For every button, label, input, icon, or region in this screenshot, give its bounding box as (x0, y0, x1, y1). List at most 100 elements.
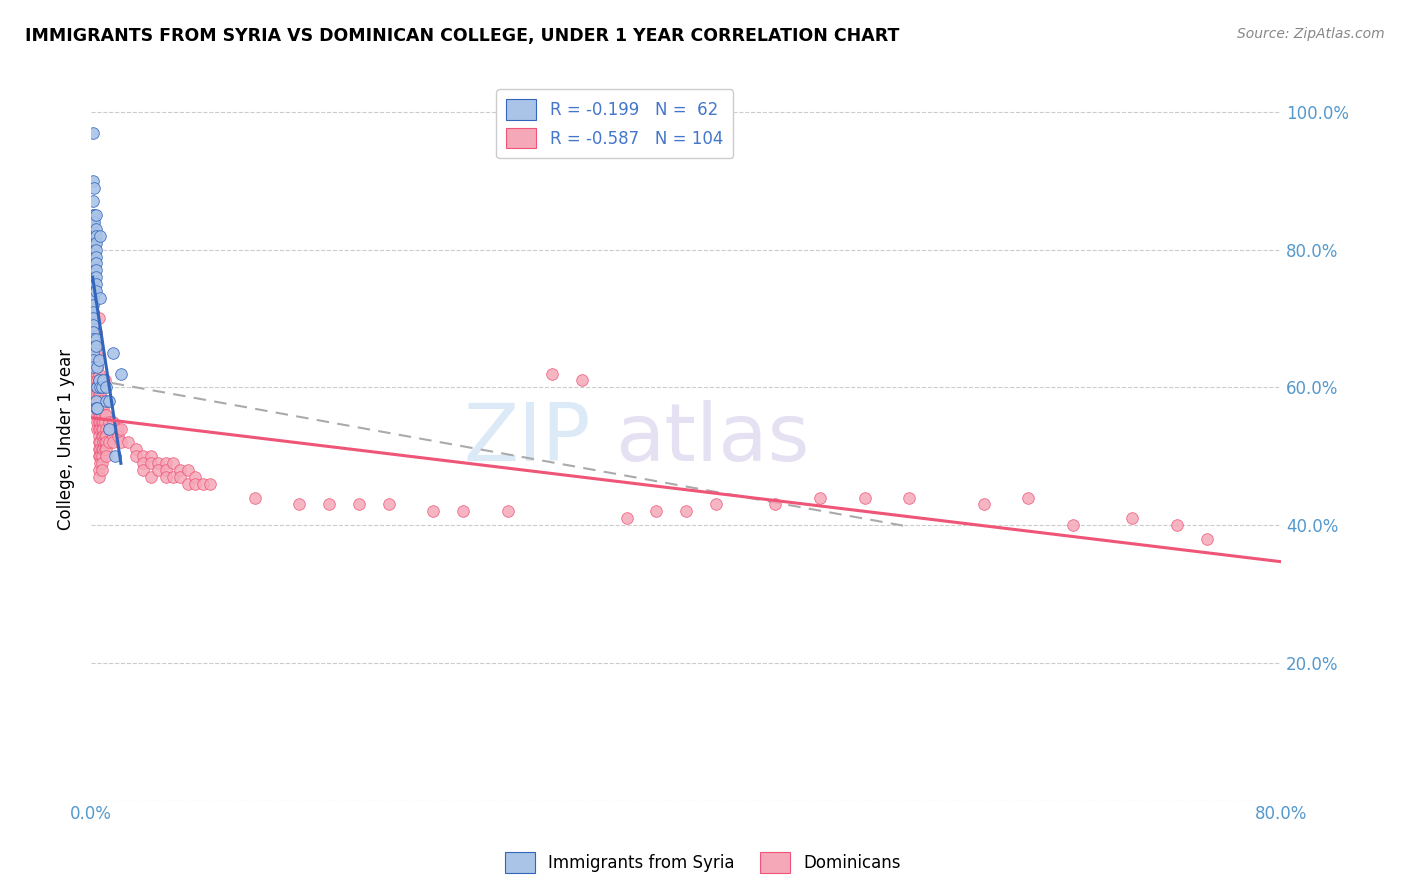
Point (125, 442, 148, 457)
Point (93, 435, 115, 450)
Point (94, 422, 117, 436)
Point (571, 374, 593, 388)
Point (86, 422, 108, 436)
Point (973, 498, 995, 512)
Point (616, 511, 638, 525)
Point (87, 415, 110, 429)
Point (83, 359, 105, 374)
Point (184, 476, 207, 491)
Point (496, 504, 519, 518)
Point (645, 504, 668, 518)
Point (86, 394, 108, 409)
Point (84, 387, 107, 401)
Point (86, 408, 108, 422)
Point (89, 449, 111, 463)
Point (82, 311, 104, 326)
Point (83, 367, 105, 381)
Point (87, 394, 110, 409)
Point (94, 449, 117, 463)
Text: ZIP: ZIP (464, 400, 591, 478)
Point (82, 359, 104, 374)
Point (86, 401, 108, 415)
Point (82, 304, 104, 318)
Point (82, 256, 104, 270)
Point (139, 470, 162, 484)
Point (84, 352, 107, 367)
Point (82, 174, 104, 188)
Point (1121, 511, 1143, 525)
Point (132, 463, 155, 477)
Point (541, 367, 564, 381)
Point (84, 380, 107, 394)
Point (110, 422, 132, 436)
Point (84, 332, 107, 346)
Point (125, 449, 148, 463)
Point (87, 374, 110, 388)
Point (162, 470, 184, 484)
Point (84, 284, 107, 298)
Point (451, 504, 474, 518)
Point (155, 456, 177, 470)
Point (198, 476, 221, 491)
Point (84, 270, 107, 285)
Point (84, 235, 107, 250)
Point (89, 228, 111, 243)
Point (86, 380, 108, 394)
Point (83, 326, 105, 340)
Point (704, 498, 727, 512)
Point (139, 449, 162, 463)
Point (107, 428, 129, 442)
Point (91, 374, 114, 388)
Point (191, 476, 214, 491)
Point (87, 367, 110, 381)
Point (93, 442, 115, 457)
Point (84, 374, 107, 388)
Point (89, 401, 111, 415)
Point (89, 422, 111, 436)
Point (93, 428, 115, 442)
Point (808, 491, 831, 505)
Point (86, 359, 108, 374)
Point (89, 435, 111, 450)
Point (98, 435, 121, 450)
Point (90, 380, 112, 394)
Point (82, 339, 104, 353)
Point (84, 346, 107, 360)
Point (377, 498, 399, 512)
Text: IMMIGRANTS FROM SYRIA VS DOMINICAN COLLEGE, UNDER 1 YEAR CORRELATION CHART: IMMIGRANTS FROM SYRIA VS DOMINICAN COLLE… (25, 27, 900, 45)
Point (139, 456, 162, 470)
Point (1195, 532, 1218, 546)
Point (87, 435, 110, 450)
Point (83, 346, 105, 360)
Point (86, 415, 108, 429)
Point (91, 401, 114, 415)
Point (94, 408, 117, 422)
Point (82, 263, 104, 277)
Point (83, 180, 105, 194)
Text: Source: ZipAtlas.com: Source: ZipAtlas.com (1237, 27, 1385, 41)
Point (89, 394, 111, 409)
Point (89, 291, 111, 305)
Point (1017, 491, 1039, 505)
Point (103, 435, 125, 450)
Point (94, 428, 117, 442)
Point (347, 498, 370, 512)
Point (93, 408, 115, 422)
Point (98, 394, 121, 409)
Point (87, 422, 110, 436)
Point (132, 449, 155, 463)
Point (82, 222, 104, 236)
Point (89, 442, 111, 457)
Point (162, 456, 184, 470)
Point (146, 456, 169, 470)
Point (82, 194, 104, 209)
Point (84, 256, 107, 270)
Point (90, 442, 112, 457)
Point (82, 326, 104, 340)
Point (132, 456, 155, 470)
Point (98, 422, 121, 436)
Point (84, 332, 107, 346)
Point (91, 422, 114, 436)
Point (87, 380, 110, 394)
Point (110, 435, 132, 450)
